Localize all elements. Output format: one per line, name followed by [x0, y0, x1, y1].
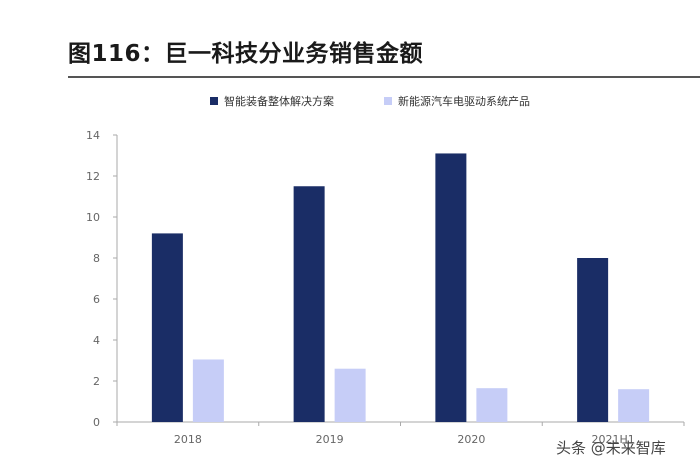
bar-series-1: [435, 153, 467, 422]
legend-swatch-series-1: [210, 97, 218, 105]
y-tick-label: 0: [93, 416, 100, 429]
bar-series-2: [192, 359, 224, 422]
y-tick-label: 4: [93, 334, 100, 347]
x-tick-label: 2020: [457, 433, 485, 446]
y-axis-ticks: 0 2 4 6 8 10 12 14: [86, 129, 117, 429]
legend: 智能装备整体解决方案 新能源汽车电驱动系统产品: [210, 94, 530, 108]
bars: [151, 153, 650, 422]
chart-title: 图116：巨一科技分业务销售金额: [68, 41, 424, 67]
bar-series-1: [151, 233, 183, 422]
legend-swatch-series-2: [384, 97, 392, 105]
legend-label-series-1: 智能装备整体解决方案: [224, 94, 334, 108]
y-tick-label: 6: [93, 293, 100, 306]
x-tick-label: 2019: [316, 433, 344, 446]
title-divider: [68, 76, 700, 78]
y-tick-label: 8: [93, 252, 100, 265]
y-tick-label: 10: [86, 211, 100, 224]
legend-label-series-2: 新能源汽车电驱动系统产品: [398, 94, 530, 108]
watermark: 头条 @未来智库: [556, 439, 666, 457]
y-tick-label: 14: [86, 129, 100, 142]
bar-series-2: [476, 388, 508, 422]
x-tick-label: 2021H1: [591, 433, 634, 446]
x-axis-ticks: 2018 2019 2020 2021H1: [116, 422, 685, 446]
bar-series-1: [577, 258, 609, 422]
bar-series-2: [334, 368, 366, 422]
x-tick-label: 2018: [174, 433, 202, 446]
bar-series-2: [618, 389, 650, 422]
y-tick-label: 12: [86, 170, 100, 183]
y-tick-label: 2: [93, 375, 100, 388]
bar-series-1: [293, 186, 325, 422]
